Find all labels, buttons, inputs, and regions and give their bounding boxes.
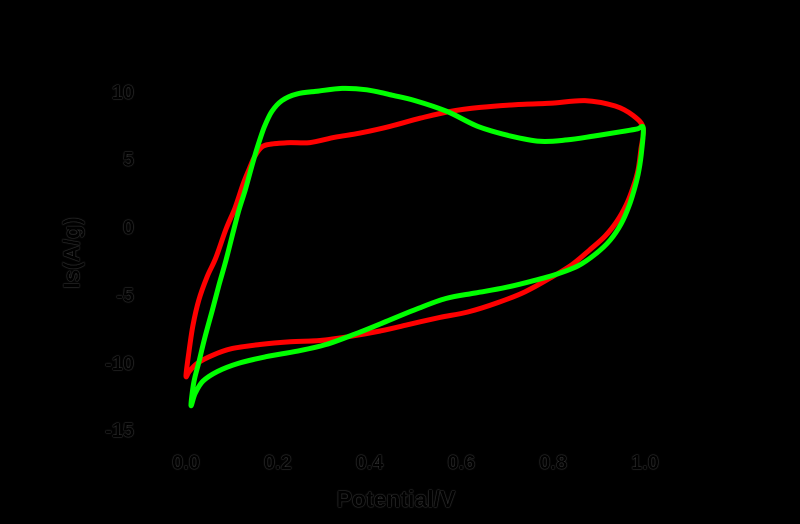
y-tick-label: 5 xyxy=(122,149,134,172)
y-tick-label: 0 xyxy=(122,217,134,239)
x-tick-label: 0.0 xyxy=(172,452,200,474)
x-tick-label: 0.8 xyxy=(539,452,568,474)
red-scan-curve xyxy=(183,98,647,380)
green-scan-curve xyxy=(188,85,646,409)
axis-frame xyxy=(152,55,700,452)
y-tick-label: -5 xyxy=(116,284,134,307)
y-tick-label: -15 xyxy=(105,420,134,443)
x-tick-label: 0.6 xyxy=(447,452,476,474)
curves xyxy=(183,85,647,409)
x-tick-label: 1.0 xyxy=(631,452,659,474)
x-axis-label: Potential/V xyxy=(336,486,456,512)
x-tick-label: 0.4 xyxy=(355,452,384,474)
x-tick-label: 0.2 xyxy=(263,452,292,474)
y-tick-label: -10 xyxy=(105,352,134,375)
y-tick-label: 10 xyxy=(111,81,134,104)
